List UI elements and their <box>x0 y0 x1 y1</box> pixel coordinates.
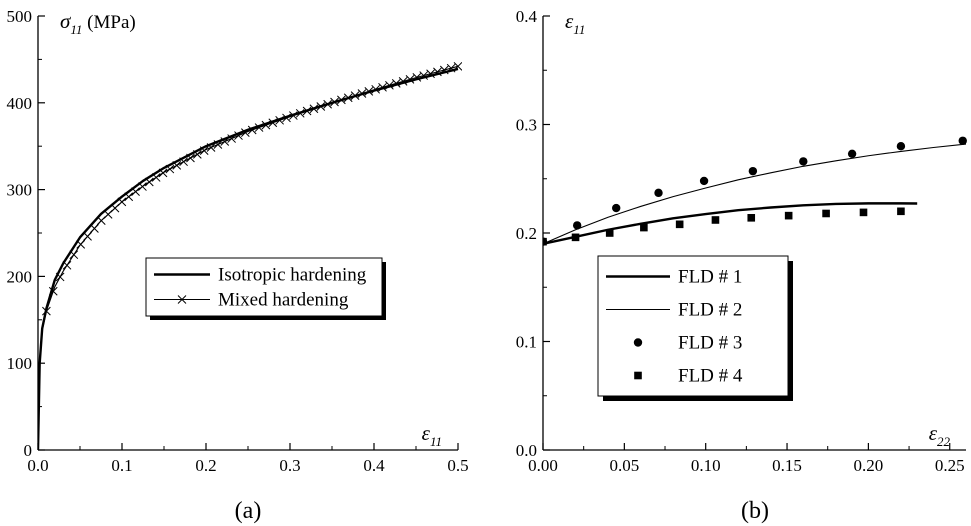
data-point <box>612 204 620 212</box>
plot-area <box>539 137 967 246</box>
legend-label: FLD # 1 <box>678 267 742 288</box>
series-fld-3 <box>539 137 967 246</box>
data-point <box>897 142 905 150</box>
data-point <box>118 198 126 206</box>
legend-label: Mixed hardening <box>218 290 349 311</box>
legend: Isotropic hardening Mixed hardening <box>146 258 386 320</box>
data-point <box>132 188 140 196</box>
y-tick-label: 100 <box>7 354 33 373</box>
data-point <box>573 221 581 229</box>
legend: FLD # 1 FLD # 2 FLD # 3 FLD # 4 <box>598 256 793 401</box>
data-point <box>606 229 614 237</box>
data-point <box>747 214 755 222</box>
x-tick-label: 0.5 <box>447 456 468 475</box>
data-point <box>84 232 92 240</box>
x-tick-label: 0.25 <box>935 456 965 475</box>
legend-label: FLD # 2 <box>678 300 742 321</box>
series-mixed-hardening <box>38 62 462 450</box>
data-point <box>77 240 85 248</box>
data-point <box>959 137 967 145</box>
legend-label: FLD # 3 <box>678 333 742 354</box>
x-tick-label: 0.2 <box>195 456 216 475</box>
y-tick-label: 0 <box>24 441 33 460</box>
x-axis-label: ε11 <box>422 421 442 449</box>
data-point <box>138 183 146 191</box>
data-point <box>63 261 71 269</box>
y-axis-label: σ11 (MPa) <box>60 9 136 37</box>
x-tick-label: 0.20 <box>854 456 884 475</box>
panel-caption: (a) <box>235 498 262 524</box>
data-point <box>897 208 905 216</box>
x-tick-label: 0.05 <box>609 456 639 475</box>
data-point <box>712 216 720 224</box>
y-tick-label: 0.0 <box>516 441 537 460</box>
x-tick-label: 0.4 <box>363 456 385 475</box>
x-tick-label: 0.1 <box>111 456 132 475</box>
y-tick-label: 200 <box>7 267 33 286</box>
legend-marker <box>634 372 642 380</box>
data-point <box>749 167 757 175</box>
data-point <box>860 209 868 217</box>
y-tick-label: 0.2 <box>516 224 537 243</box>
data-point <box>700 177 708 185</box>
data-point <box>152 173 160 181</box>
x-axis-label: ε22 <box>929 421 951 449</box>
data-point <box>125 193 133 201</box>
x-tick-label: 0.15 <box>772 456 802 475</box>
legend-label: FLD # 4 <box>678 366 743 387</box>
data-point <box>572 234 580 242</box>
data-point <box>799 157 807 165</box>
x-tick-label: 0.10 <box>691 456 721 475</box>
data-point <box>539 238 547 246</box>
y-tick-label: 0.1 <box>516 333 537 352</box>
y-tick-label: 0.3 <box>516 116 537 135</box>
y-axis-label: ε11 <box>565 9 585 37</box>
panel-caption: (b) <box>741 498 769 524</box>
data-point <box>640 224 648 232</box>
y-tick-label: 300 <box>7 181 33 200</box>
data-point <box>654 189 662 197</box>
data-point <box>676 221 684 229</box>
data-point <box>70 251 78 259</box>
y-tick-label: 500 <box>7 7 33 26</box>
data-point <box>822 210 830 218</box>
data-point <box>145 178 153 186</box>
data-point <box>90 224 98 232</box>
legend-marker <box>634 338 642 346</box>
data-point <box>848 150 856 158</box>
data-point <box>785 212 793 220</box>
y-tick-label: 0.4 <box>516 7 538 26</box>
chart-panel-a: 0.0 0.1 0.2 0.3 0.4 0.5 0 100 200 300 400 500 σ11 (M… <box>7 7 469 524</box>
legend-label: Isotropic hardening <box>218 265 367 286</box>
y-tick-label: 400 <box>7 94 33 113</box>
plot-area <box>38 62 462 450</box>
x-tick-label: 0.3 <box>279 456 300 475</box>
chart-panel-b: 0.00 0.05 0.10 0.15 0.20 0.25 0.0 0.1 0.2 0.3 0.4 ε… <box>516 7 967 524</box>
